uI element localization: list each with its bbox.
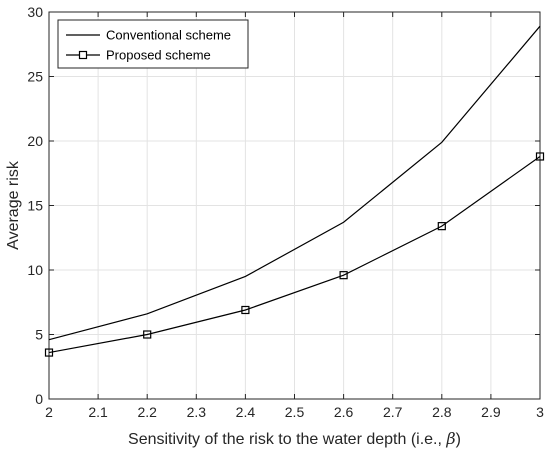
y-tick-label: 25 bbox=[27, 69, 43, 85]
y-tick-label: 15 bbox=[27, 198, 43, 214]
y-tick-label: 0 bbox=[35, 391, 43, 407]
x-tick-label: 2.7 bbox=[383, 404, 403, 420]
x-tick-label: 3 bbox=[536, 404, 544, 420]
legend-box bbox=[57, 19, 249, 69]
series-line-1 bbox=[48, 25, 541, 341]
y-axis-label: Average risk bbox=[5, 160, 22, 250]
legend-label-1: Conventional scheme bbox=[106, 28, 231, 43]
legend: Conventional scheme Proposed scheme bbox=[57, 19, 249, 69]
x-axis-label-close: ) bbox=[456, 431, 461, 448]
data-point-marker bbox=[241, 305, 250, 315]
x-tick-label: 2.5 bbox=[285, 404, 305, 420]
tick-labels: 2 2.1 2.2 2.3 2.4 2.5 2.6 2.7 2.8 2.9 305101520253… bbox=[27, 4, 544, 420]
series-group bbox=[44, 25, 545, 357]
x-axis-label-text: Sensitivity of the risk to the water dep… bbox=[128, 431, 446, 448]
x-tick-label: 2.6 bbox=[334, 404, 354, 420]
data-point-marker bbox=[437, 222, 446, 231]
data-point-marker bbox=[535, 152, 545, 161]
x-tick-label: 2.3 bbox=[187, 404, 207, 420]
axes bbox=[48, 11, 541, 400]
x-axis-label-symbol: β bbox=[445, 429, 455, 448]
data-point-marker bbox=[143, 330, 152, 339]
x-tick-label: 2.8 bbox=[432, 404, 452, 420]
y-tick-label: 10 bbox=[27, 262, 43, 278]
x-tick-label: 2.4 bbox=[236, 404, 256, 420]
data-point-marker bbox=[339, 271, 348, 280]
legend-marker bbox=[78, 50, 88, 60]
x-tick-label: 2.1 bbox=[88, 404, 108, 420]
x-tick-label: 2 bbox=[45, 404, 53, 420]
y-tick-label: 20 bbox=[27, 133, 43, 149]
series-line-2 bbox=[48, 155, 541, 354]
x-axis-label: Sensitivity of the risk to the water dep… bbox=[128, 429, 461, 448]
y-tick-label: 30 bbox=[27, 4, 43, 20]
x-tick-label: 2.9 bbox=[481, 404, 501, 420]
data-point-marker bbox=[44, 348, 54, 357]
y-tick-label: 5 bbox=[35, 327, 43, 343]
x-tick-label: 2.2 bbox=[137, 404, 157, 420]
legend-label-2: Proposed scheme bbox=[106, 48, 211, 63]
